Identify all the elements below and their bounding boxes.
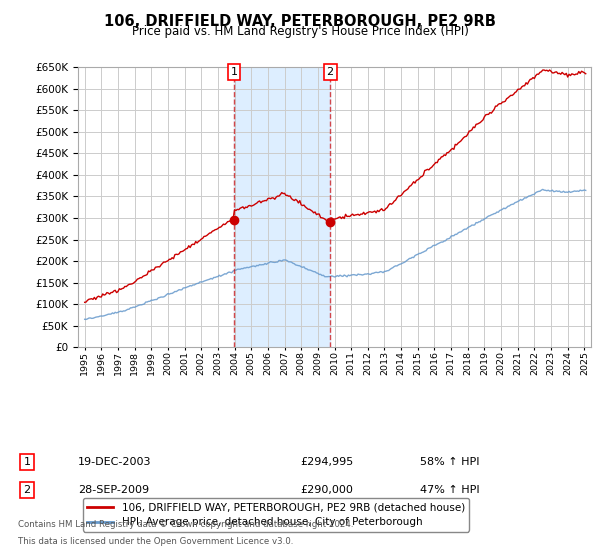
- Text: 28-SEP-2009: 28-SEP-2009: [78, 485, 149, 495]
- Text: £294,995: £294,995: [300, 457, 353, 467]
- Text: Contains HM Land Registry data © Crown copyright and database right 2024.: Contains HM Land Registry data © Crown c…: [18, 520, 353, 529]
- Text: 1: 1: [230, 67, 238, 77]
- Text: 106, DRIFFIELD WAY, PETERBOROUGH, PE2 9RB: 106, DRIFFIELD WAY, PETERBOROUGH, PE2 9R…: [104, 14, 496, 29]
- Bar: [234, 67, 330, 347]
- Text: 2: 2: [326, 67, 334, 77]
- Text: 58% ↑ HPI: 58% ↑ HPI: [420, 457, 479, 467]
- Text: 47% ↑ HPI: 47% ↑ HPI: [420, 485, 479, 495]
- Text: 19-DEC-2003: 19-DEC-2003: [78, 457, 151, 467]
- Text: 2: 2: [23, 485, 31, 495]
- Text: £290,000: £290,000: [300, 485, 353, 495]
- Text: 1: 1: [23, 457, 31, 467]
- Legend: 106, DRIFFIELD WAY, PETERBOROUGH, PE2 9RB (detached house), HPI: Average price, : 106, DRIFFIELD WAY, PETERBOROUGH, PE2 9R…: [83, 498, 469, 531]
- Text: Price paid vs. HM Land Registry's House Price Index (HPI): Price paid vs. HM Land Registry's House …: [131, 25, 469, 38]
- Text: This data is licensed under the Open Government Licence v3.0.: This data is licensed under the Open Gov…: [18, 537, 293, 546]
